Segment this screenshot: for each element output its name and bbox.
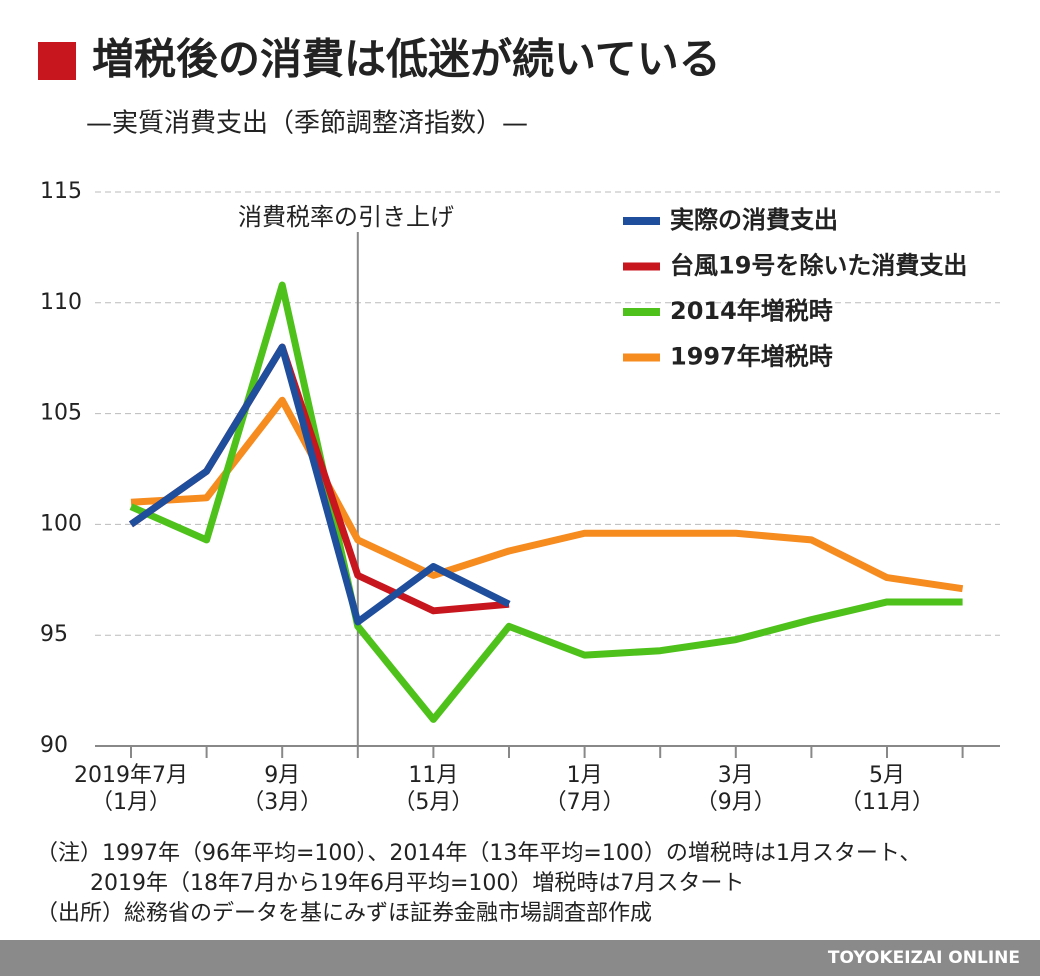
footer-bar: [0, 940, 1040, 976]
note: （注）1997年（96年平均=100）、2014年（13年平均=100）の増税時…: [36, 841, 921, 866]
title-marker: [38, 42, 76, 80]
x-tick-sublabel: （5月）: [393, 790, 473, 815]
legend-label: 実際の消費支出: [670, 206, 838, 234]
y-tick-label: 110: [40, 290, 82, 315]
y-tick-label: 90: [40, 733, 68, 758]
x-tick-sublabel: （7月）: [545, 790, 625, 815]
series-line: [129, 281, 963, 723]
series-line: [130, 396, 964, 593]
x-tick-sublabel: （11月）: [840, 790, 934, 815]
legend-label: 1997年増税時: [670, 343, 833, 371]
y-tick-label: 105: [40, 401, 82, 426]
x-tick-label: 11月: [408, 763, 458, 788]
x-tick-label: 5月: [869, 763, 905, 788]
chart-subtitle: —実質消費支出（季節調整済指数）—: [86, 109, 528, 139]
x-tick-sublabel: （9月）: [696, 790, 776, 815]
series-line: [128, 343, 511, 626]
annotation: 消費税率の引き上げ: [238, 203, 454, 231]
x-tick-sublabel: （3月）: [242, 790, 322, 815]
note: 2019年（18年7月から19年6月平均=100）増税時は7月スタート: [90, 871, 744, 896]
note: （出所）総務省のデータを基にみずほ証券金融市場調査部作成: [36, 901, 652, 926]
y-tick-label: 95: [40, 622, 68, 647]
legend-label: 台風19号を除いた消費支出: [670, 252, 967, 280]
chart-title: 増税後の消費は低迷が続いている: [92, 35, 721, 84]
y-tick-label: 115: [40, 179, 82, 204]
legend-label: 2014年増税時: [670, 297, 833, 325]
source: TOYOKEIZAI ONLINE: [828, 948, 1020, 968]
x-tick-sublabel: （1月）: [91, 790, 171, 815]
y-tick-label: 100: [40, 511, 82, 536]
x-tick-label: 3月: [718, 763, 754, 788]
x-tick-label: 9月: [264, 763, 300, 788]
x-tick-label: 1月: [567, 763, 603, 788]
x-tick-label: 2019年7月: [74, 763, 188, 788]
